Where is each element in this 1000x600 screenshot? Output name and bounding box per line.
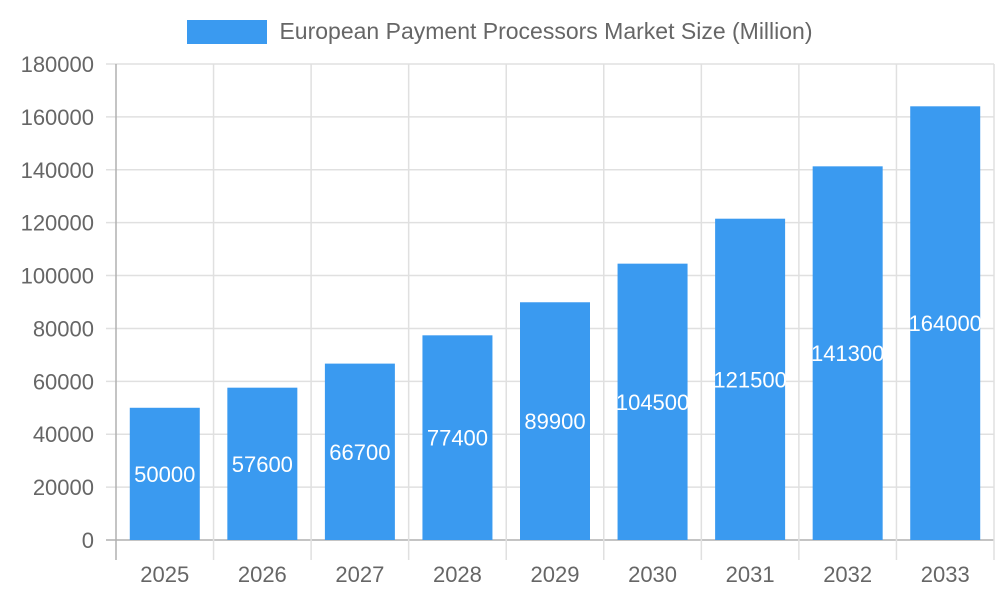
bar[interactable]	[617, 263, 688, 540]
y-tick-label: 60000	[33, 369, 94, 394]
legend-swatch	[187, 19, 268, 44]
bar[interactable]	[422, 335, 493, 540]
chart-legend[interactable]: European Payment Processors Market Size …	[0, 18, 1000, 45]
bar[interactable]	[227, 387, 298, 540]
bar-value-label: 89900	[524, 409, 585, 434]
x-tick-label: 2028	[433, 562, 482, 587]
bar[interactable]	[910, 106, 981, 541]
y-tick-label: 120000	[21, 211, 94, 236]
x-tick-label: 2026	[238, 562, 287, 587]
x-tick-label: 2029	[531, 562, 580, 587]
bar-value-label: 121500	[713, 367, 786, 392]
bar-value-label: 141300	[811, 341, 884, 366]
y-tick-label: 160000	[21, 105, 94, 130]
bar[interactable]	[812, 166, 883, 540]
y-tick-label: 100000	[21, 264, 94, 289]
x-tick-label: 2031	[726, 562, 775, 587]
bar-value-label: 57600	[232, 452, 293, 477]
bar[interactable]	[520, 302, 590, 540]
bar-value-label: 164000	[909, 311, 982, 336]
x-tick-label: 2032	[823, 562, 872, 587]
y-tick-label: 180000	[21, 52, 94, 77]
bar[interactable]	[324, 363, 395, 540]
y-tick-label: 0	[82, 528, 94, 553]
x-tick-label: 2033	[921, 562, 970, 587]
bar-value-label: 77400	[427, 426, 488, 451]
bar-value-label: 104500	[616, 390, 689, 415]
bar[interactable]	[715, 218, 786, 540]
x-tick-label: 2027	[335, 562, 384, 587]
bar-value-label: 66700	[329, 440, 390, 465]
legend-label: European Payment Processors Market Size …	[279, 18, 813, 44]
y-tick-label: 140000	[21, 158, 94, 183]
y-tick-label: 40000	[33, 422, 94, 447]
bar[interactable]	[129, 407, 200, 540]
y-tick-label: 80000	[33, 316, 94, 341]
x-tick-label: 2025	[140, 562, 189, 587]
x-tick-label: 2030	[628, 562, 677, 587]
bar-value-label: 50000	[134, 462, 195, 487]
y-tick-label: 20000	[33, 475, 94, 500]
